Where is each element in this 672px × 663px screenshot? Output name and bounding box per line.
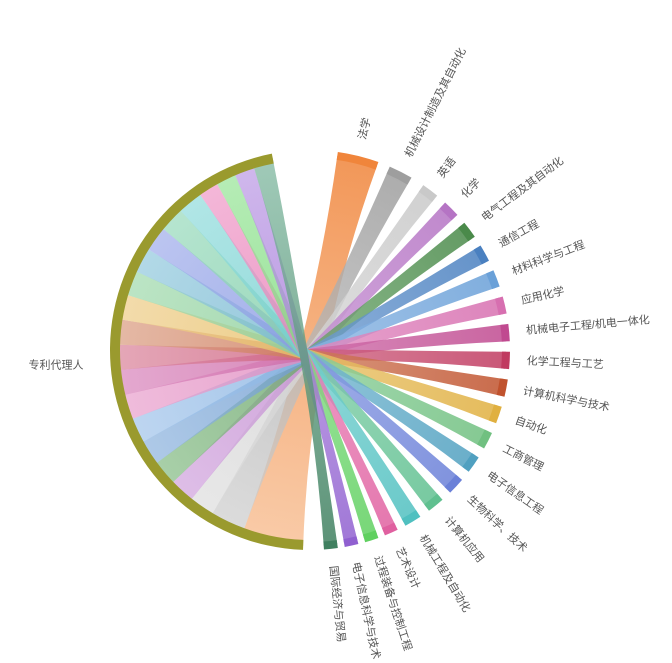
right-node-label-svg: 电气工程及其自动化 — [478, 153, 565, 224]
right-node-label-svg: 自动化 — [513, 413, 549, 437]
right-node-label-svg: 计算机应用 — [442, 514, 487, 566]
right-node-label-svg: 化学 — [458, 175, 483, 200]
right-node-label-svg: 材料科学与工程 — [510, 237, 587, 278]
right-node-label-svg: 应用化学 — [520, 283, 566, 307]
left-node-label-svg: 专利代理人 — [29, 358, 84, 372]
right-node-label-svg: 工商管理 — [501, 441, 547, 473]
right-node-label-svg: 英语 — [434, 154, 458, 180]
right-node-label-svg: 计算机科学与技术 — [522, 383, 611, 414]
chord-chart: 专利代理人 法学 机械设计制造及其自动化英语化学电气工程及其自动化通信工程材料科学与… — [0, 0, 672, 663]
right-node-label-svg: 电子信息工程 — [484, 468, 546, 517]
right-node-label-svg: 艺术设计 — [393, 545, 423, 590]
right-node-label-svg: 法学 — [355, 116, 374, 141]
right-node-label-svg: 机械电子工程/机电一体化 — [525, 312, 650, 337]
right-node-label-svg: 化学工程与工艺 — [526, 353, 604, 371]
right-node-label-svg: 通信工程 — [496, 217, 541, 250]
right-node-label-svg: 国际经济与贸易 — [327, 565, 349, 643]
right-node-label-svg: 机械设计制造及其自动化 — [401, 45, 468, 159]
